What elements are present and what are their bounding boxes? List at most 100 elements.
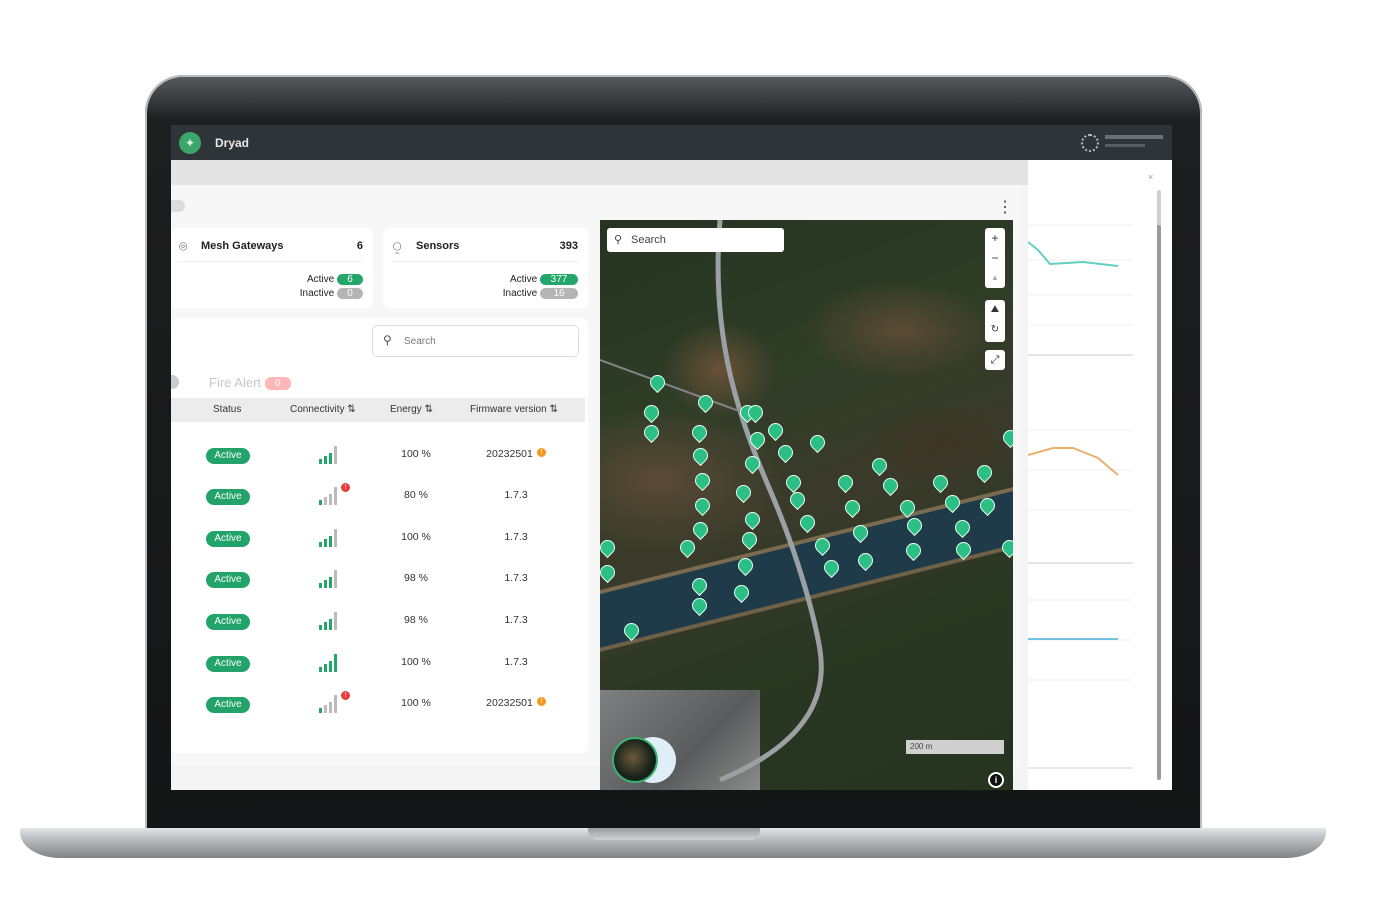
more-vertical-icon[interactable]: ⋮ xyxy=(997,199,1013,216)
signal-bar xyxy=(324,455,327,464)
gateway-wifi-pin-icon: ⌾ xyxy=(179,238,188,254)
tab-fire-alert[interactable]: Fire Alert 0 xyxy=(209,375,291,391)
minimap-globe[interactable] xyxy=(612,737,658,783)
app-screen: ✦ Dryad ⋮ ⌾ Mesh Gateways 6 Active 6 Ina… xyxy=(171,125,1172,790)
fire-alert-count: 0 xyxy=(264,377,291,391)
firmware-cell: 20232501! xyxy=(471,697,561,709)
status-badge: Active xyxy=(206,530,250,547)
sensors-card[interactable]: ⍜ Sensors 393 Active 377 Inactive 16 xyxy=(383,228,588,308)
table-row[interactable]: Active 100 % 1.7.3 xyxy=(171,528,585,551)
signal-bar xyxy=(334,695,337,714)
gateways-title: Mesh Gateways xyxy=(201,240,284,252)
signal-icon: ! xyxy=(319,691,350,714)
map-search-input[interactable]: ⚲ Search xyxy=(607,228,784,252)
rotate-icon[interactable]: ↻ xyxy=(990,324,1000,335)
chart-line-orange xyxy=(1028,447,1119,476)
signal-bar xyxy=(324,663,327,672)
table-row[interactable]: Active 100 % 20232501! xyxy=(171,422,585,426)
firmware-value: 20232501 xyxy=(486,697,533,710)
firmware-cell: 1.7.3 xyxy=(471,531,561,543)
search-placeholder: Search xyxy=(404,336,436,347)
energy-value: 100 % xyxy=(401,655,431,668)
sort-icon: ⇅ xyxy=(347,404,356,415)
col-status[interactable]: Status xyxy=(213,404,242,415)
col-energy[interactable]: Energy ⇅ xyxy=(390,404,433,415)
signal-bar xyxy=(319,541,322,547)
table-row[interactable]: Active ! 100 % 20232501! xyxy=(171,691,585,717)
signal-bar xyxy=(334,445,337,464)
user-role xyxy=(1105,144,1145,147)
sensors-active-label: Active xyxy=(509,274,538,285)
search-input[interactable]: ⚲ Search xyxy=(372,325,579,357)
compass-icon[interactable]: ▲ xyxy=(991,273,999,282)
col-firmware[interactable]: Firmware version ⇅ xyxy=(470,404,558,415)
table-row[interactable]: Active 100 % 20232501! xyxy=(171,445,585,468)
status-badge: Active xyxy=(206,447,250,464)
sort-icon: ⇅ xyxy=(424,404,433,415)
chart-line-teal xyxy=(1028,241,1119,267)
signal-bar xyxy=(324,622,327,630)
user-avatar-icon[interactable] xyxy=(1081,134,1099,152)
signal-icon xyxy=(319,445,343,464)
signal-icon: ! xyxy=(319,483,350,506)
zoom-out-button[interactable]: − xyxy=(991,251,999,265)
top-bar: ✦ Dryad xyxy=(171,125,1172,160)
firmware-value: 1.7.3 xyxy=(504,614,528,626)
fire-alert-label: Fire Alert xyxy=(209,375,262,390)
sort-icon: ⇅ xyxy=(549,404,558,415)
scrollbar-thumb[interactable] xyxy=(1157,225,1161,780)
gateways-card[interactable]: ⌾ Mesh Gateways 6 Active 6 Inactive 0 xyxy=(171,228,373,308)
satellite-map[interactable]: ⚲ Search + − ▲ ⛰ ↻ ⤢ 200 m i xyxy=(600,220,1013,790)
table-row[interactable]: Active 98 % 1.7.3 xyxy=(171,570,585,592)
status-badge: Active xyxy=(206,489,250,506)
gateways-total: 6 xyxy=(356,240,363,252)
table-header: Status Connectivity ⇅ Energy ⇅ Firmware … xyxy=(171,398,585,422)
status-badge: Active xyxy=(206,655,250,672)
table-row[interactable]: Active ! 80 % 1.7.3 xyxy=(171,483,585,509)
status-badge: Active xyxy=(206,572,250,589)
signal-bar xyxy=(319,666,322,672)
firmware-warning-icon: ! xyxy=(536,697,546,707)
signal-bar xyxy=(329,577,332,589)
zoom-in-button[interactable]: + xyxy=(991,231,999,245)
tab-scroll-left[interactable] xyxy=(171,375,179,389)
signal-bar xyxy=(319,583,322,589)
energy-value: 100 % xyxy=(401,530,431,543)
map-layer-controls: ⛰ ↻ xyxy=(985,300,1005,342)
terrain-icon[interactable]: ⛰ xyxy=(990,304,1000,315)
signal-error-icon: ! xyxy=(341,483,350,493)
status-badge: Active xyxy=(206,697,250,714)
signal-icon xyxy=(319,528,343,547)
signal-bar xyxy=(329,619,332,630)
gateways-inactive-count: 0 xyxy=(337,287,363,299)
signal-bar xyxy=(334,487,337,506)
signal-bar xyxy=(334,653,337,672)
signal-icon xyxy=(319,570,343,589)
table-row[interactable]: Active 100 % 1.7.3 xyxy=(171,653,585,676)
gateways-active-count: 6 xyxy=(337,273,363,285)
fullscreen-icon[interactable]: ⤢ xyxy=(985,350,1005,370)
leaf-icon[interactable]: ✦ xyxy=(179,132,201,154)
firmware-cell: 1.7.3 xyxy=(471,656,561,668)
sensor-table-panel: ⚲ Search Fire Alert 0 Status Connectivit… xyxy=(171,318,588,753)
table-row[interactable]: Active 98 % 1.7.3 xyxy=(171,612,585,634)
close-icon[interactable]: × xyxy=(1148,172,1154,182)
firmware-value: 20232501 xyxy=(486,447,533,460)
firmware-cell: 1.7.3 xyxy=(471,614,561,626)
signal-icon xyxy=(319,612,343,630)
collapse-toggle[interactable] xyxy=(171,200,185,212)
signal-bar xyxy=(324,497,327,506)
signal-bar xyxy=(334,612,337,630)
gateways-active-label: Active xyxy=(306,274,335,285)
energy-value: 98 % xyxy=(404,572,428,585)
signal-bar xyxy=(329,535,332,547)
firmware-cell: 1.7.3 xyxy=(471,489,561,501)
table-body[interactable]: Active 100 % 20232501!Active 100 % 20232… xyxy=(171,422,585,732)
signal-bar xyxy=(329,660,332,672)
info-icon[interactable]: i xyxy=(988,772,1004,788)
sensors-total: 393 xyxy=(559,240,578,252)
firmware-cell: 1.7.3 xyxy=(471,572,561,584)
col-connectivity[interactable]: Connectivity ⇅ xyxy=(290,404,356,415)
signal-bar xyxy=(334,528,337,547)
gateways-inactive-label: Inactive xyxy=(299,288,335,299)
